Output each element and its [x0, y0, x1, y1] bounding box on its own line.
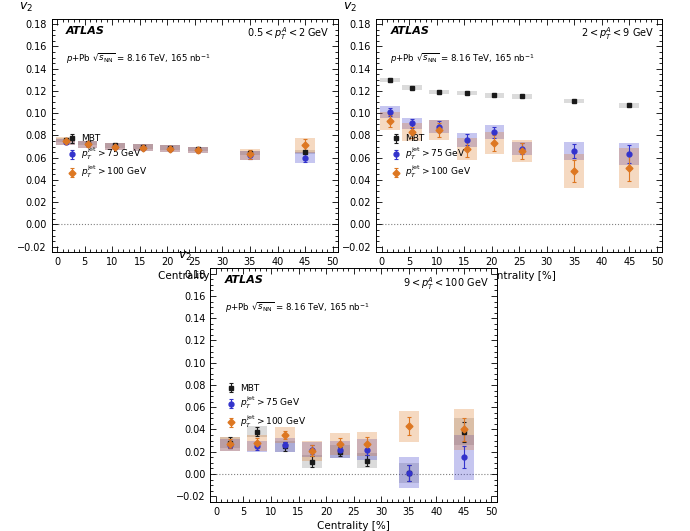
- Bar: [220, 440, 239, 451]
- Bar: [484, 93, 504, 98]
- Text: $2 < p_T^A < 9$ GeV: $2 < p_T^A < 9$ GeV: [580, 25, 654, 42]
- Bar: [78, 141, 97, 148]
- Bar: [240, 149, 260, 160]
- Bar: [247, 441, 267, 452]
- Text: $p$+Pb $\sqrt{s_\mathrm{NN}}$ = 8.16 TeV, 165 nb$^{-1}$: $p$+Pb $\sqrt{s_\mathrm{NN}}$ = 8.16 TeV…: [66, 52, 211, 66]
- Bar: [302, 455, 322, 468]
- Bar: [454, 409, 473, 450]
- Bar: [275, 427, 295, 443]
- Bar: [132, 144, 152, 151]
- Bar: [457, 91, 477, 96]
- Bar: [302, 442, 322, 457]
- Bar: [454, 418, 473, 445]
- Bar: [56, 139, 75, 145]
- Bar: [247, 426, 267, 437]
- Bar: [512, 94, 532, 99]
- Bar: [330, 441, 350, 458]
- Text: ATLAS: ATLAS: [391, 25, 429, 36]
- Bar: [620, 143, 639, 166]
- Bar: [399, 457, 419, 489]
- Bar: [78, 141, 97, 145]
- Bar: [275, 441, 295, 452]
- Bar: [275, 439, 295, 452]
- Bar: [457, 138, 477, 160]
- Bar: [429, 120, 449, 140]
- Bar: [240, 151, 260, 156]
- Bar: [620, 148, 639, 187]
- Bar: [240, 151, 260, 160]
- Bar: [295, 138, 315, 153]
- Bar: [380, 112, 400, 130]
- Bar: [357, 432, 377, 456]
- X-axis label: Centrality [%]: Centrality [%]: [483, 271, 555, 281]
- Bar: [620, 103, 639, 108]
- Bar: [429, 90, 449, 94]
- Bar: [357, 440, 377, 459]
- Legend: MBT, $p_T^\mathrm{jet} > 75$ GeV, $p_T^\mathrm{jet} > 100$ GeV: MBT, $p_T^\mathrm{jet} > 75$ GeV, $p_T^\…: [65, 133, 149, 182]
- Text: $9 < p_T^A < 100$ GeV: $9 < p_T^A < 100$ GeV: [402, 275, 489, 292]
- Bar: [295, 150, 315, 155]
- Text: ATLAS: ATLAS: [225, 275, 264, 285]
- X-axis label: Centrality [%]: Centrality [%]: [159, 271, 231, 281]
- Bar: [484, 132, 504, 155]
- Text: $p$+Pb $\sqrt{s_\mathrm{NN}}$ = 8.16 TeV, 165 nb$^{-1}$: $p$+Pb $\sqrt{s_\mathrm{NN}}$ = 8.16 TeV…: [225, 301, 370, 315]
- Bar: [160, 145, 180, 152]
- Bar: [429, 120, 449, 133]
- Bar: [402, 117, 422, 129]
- Bar: [484, 125, 504, 139]
- Bar: [512, 142, 532, 156]
- Bar: [399, 463, 419, 483]
- Bar: [105, 143, 125, 148]
- Bar: [402, 85, 422, 90]
- Bar: [380, 78, 400, 82]
- Bar: [564, 155, 584, 187]
- Bar: [220, 437, 239, 451]
- Text: $p$+Pb $\sqrt{s_\mathrm{NN}}$ = 8.16 TeV, 165 nb$^{-1}$: $p$+Pb $\sqrt{s_\mathrm{NN}}$ = 8.16 TeV…: [391, 52, 535, 66]
- Bar: [247, 435, 267, 451]
- Bar: [188, 147, 208, 153]
- Bar: [78, 141, 97, 148]
- Text: ATLAS: ATLAS: [66, 25, 105, 36]
- Bar: [56, 138, 75, 142]
- Text: $v_2$: $v_2$: [19, 1, 33, 14]
- Bar: [512, 140, 532, 162]
- Bar: [188, 147, 208, 151]
- Legend: MBT, $p_T^\mathrm{jet} > 75$ GeV, $p_T^\mathrm{jet} > 100$ GeV: MBT, $p_T^\mathrm{jet} > 75$ GeV, $p_T^\…: [224, 382, 308, 432]
- Text: $v_2$: $v_2$: [178, 251, 192, 263]
- X-axis label: Centrality [%]: Centrality [%]: [317, 521, 390, 531]
- Bar: [56, 136, 75, 145]
- Bar: [132, 144, 152, 149]
- Bar: [220, 437, 239, 448]
- Bar: [132, 144, 152, 151]
- Bar: [188, 147, 208, 153]
- Bar: [160, 145, 180, 152]
- Bar: [564, 99, 584, 103]
- Bar: [380, 107, 400, 117]
- Bar: [399, 410, 419, 442]
- Bar: [105, 143, 125, 150]
- Bar: [402, 123, 422, 141]
- Bar: [330, 433, 350, 455]
- Bar: [160, 145, 180, 150]
- Bar: [295, 152, 315, 163]
- Bar: [357, 453, 377, 468]
- Bar: [457, 133, 477, 147]
- Bar: [564, 142, 584, 160]
- Bar: [105, 143, 125, 150]
- Text: $v_2$: $v_2$: [344, 1, 357, 14]
- Text: $0.5 < p_T^A < 2$ GeV: $0.5 < p_T^A < 2$ GeV: [247, 25, 330, 42]
- Bar: [454, 435, 473, 479]
- Bar: [302, 441, 322, 460]
- Bar: [330, 445, 350, 458]
- Legend: MBT, $p_T^\mathrm{jet} > 75$ GeV, $p_T^\mathrm{jet} > 100$ GeV: MBT, $p_T^\mathrm{jet} > 75$ GeV, $p_T^\…: [389, 133, 473, 182]
